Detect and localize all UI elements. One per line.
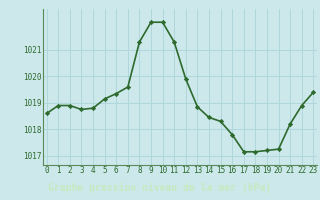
Text: Graphe pression niveau de la mer (hPa): Graphe pression niveau de la mer (hPa)	[48, 183, 272, 193]
